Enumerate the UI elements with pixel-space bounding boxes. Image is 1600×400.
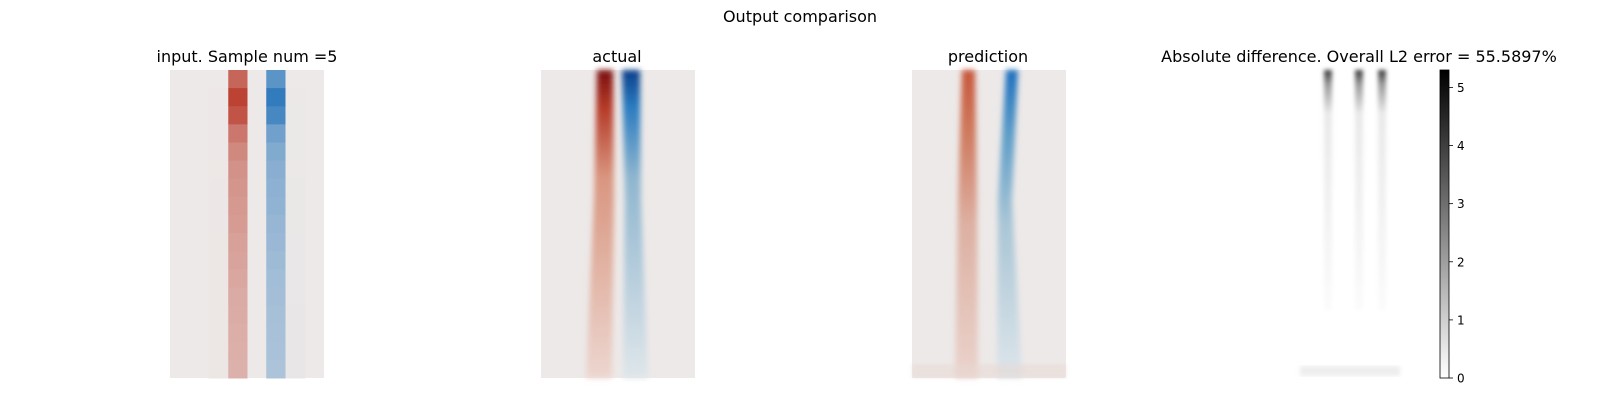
input-heatmap-cell [208,142,229,162]
input-heatmap-cell [208,269,229,288]
input-heatmap-cell [266,233,286,252]
colorbar-tick-label: 2 [1457,255,1465,269]
colorbar-gradient [1439,69,1450,379]
input-panel-title: input. Sample num =5 [157,47,338,66]
input-heatmap-cell [227,106,248,125]
actual-heatmap-background [541,70,695,378]
input-heatmap-cell [285,88,306,107]
colorbar-ticks: 0 1 2 3 4 5 [1449,81,1465,386]
input-heatmap-cell [227,341,248,361]
input-heatmap-cell [285,214,306,234]
input-heatmap-cell [227,305,248,325]
input-heatmap-cell [266,196,286,216]
input-heatmap [170,70,324,379]
input-heatmap-cell [285,142,306,162]
input-heatmap-cell [227,142,248,162]
input-heatmap-cell [285,196,306,216]
input-heatmap-cell [266,88,286,107]
actual-negative-plume [622,70,648,378]
input-heatmap-cell [285,251,306,270]
input-heatmap-cell [285,233,306,252]
difference-colorbar: 0 1 2 3 4 5 [1439,69,1465,386]
input-heatmap-cell [227,214,248,234]
input-heatmap-cell [266,160,286,180]
colorbar-tick-label: 4 [1457,139,1465,153]
input-heatmap-cell [266,287,286,307]
colorbar-tick-label: 1 [1457,313,1465,327]
colorbar-tick-label: 3 [1457,197,1465,211]
input-heatmap-cell [208,214,229,234]
actual-positive-plume [586,70,614,378]
prediction-heatmap [912,70,1066,378]
input-heatmap-cell [285,178,306,198]
input-heatmap-cell [285,323,306,343]
actual-panel-title: actual [592,47,641,66]
input-heatmap-cell [285,106,306,125]
difference-streak-1 [1324,70,1332,310]
input-heatmap-cell [266,359,286,379]
input-heatmap-cell [208,305,229,325]
input-heatmap-cell [285,124,306,143]
input-heatmap-cell [285,269,306,288]
input-heatmap-cell [227,269,248,288]
colorbar-tick-label: 5 [1457,81,1465,95]
input-heatmap-cell [285,305,306,325]
input-heatmap-cell [208,70,229,89]
input-heatmap-cell [266,214,286,234]
input-heatmap-cell [285,160,306,180]
input-heatmap-cell [227,233,248,252]
input-heatmap-cell [266,305,286,325]
input-heatmap-cell [266,269,286,288]
input-heatmap-cell [285,287,306,307]
input-heatmap-cell [266,106,286,125]
difference-panel-title: Absolute difference. Overall L2 error = … [1161,47,1557,66]
input-heatmap-cell [227,88,248,107]
prediction-bottom-artifact [912,364,1066,378]
input-heatmap-cell [208,178,229,198]
input-heatmap-cell [208,160,229,180]
actual-heatmap [541,70,695,378]
input-heatmap-cell [266,178,286,198]
input-heatmap-cell [227,178,248,198]
input-heatmap-cell [208,233,229,252]
input-heatmap-cell [285,341,306,361]
difference-streak-2 [1355,70,1363,310]
input-heatmap-cell [208,287,229,307]
prediction-panel-title: prediction [948,47,1028,66]
input-heatmap-cell [208,106,229,125]
input-heatmap-cell [227,251,248,270]
prediction-positive-plume [955,70,978,378]
input-heatmap-cell [208,251,229,270]
colorbar-tick-label: 0 [1457,372,1465,386]
input-heatmap-cell [266,124,286,143]
input-heatmap-cell [208,196,229,216]
input-heatmap-cell [266,341,286,361]
input-heatmap-cell [227,196,248,216]
prediction-heatmap-background [912,70,1066,378]
input-heatmap-cell [266,70,286,89]
input-heatmap-cell [227,70,248,89]
prediction-negative-plume [997,70,1022,378]
input-heatmap-cell [227,124,248,143]
input-heatmap-cell [208,341,229,361]
difference-bottom-band [1300,366,1400,376]
input-heatmap-cell [227,160,248,180]
input-heatmap-cell [285,70,306,89]
input-heatmap-cell [266,142,286,162]
input-heatmap-cell [227,359,248,379]
input-heatmap-cell [285,359,306,379]
figure-title: Output comparison [723,7,877,26]
input-heatmap-cell [266,323,286,343]
difference-streak-3 [1378,70,1386,310]
difference-heatmap [1283,70,1437,378]
input-heatmap-cell [227,323,248,343]
input-heatmap-cell [266,251,286,270]
input-heatmap-cell [208,88,229,107]
input-heatmap-cell [208,359,229,379]
input-heatmap-cell [208,124,229,143]
input-heatmap-cell [227,287,248,307]
input-heatmap-cell [208,323,229,343]
